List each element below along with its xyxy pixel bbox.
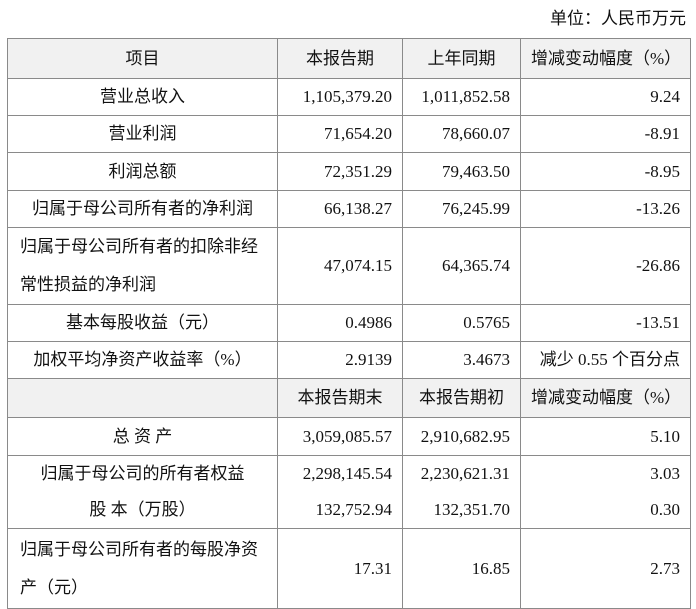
table-cell: 1,011,852.58	[402, 78, 521, 116]
table-row: 归属于母公司所有者的每股净资产（元） 17.31 16.85 2.73	[7, 528, 691, 609]
table-row: 利润总额 72,351.29 79,463.50 -8.95	[7, 152, 691, 191]
financial-table: 项目 本报告期 上年同期 增减变动幅度（%） 营业总收入 1,105,379.20 1,01…	[7, 38, 691, 609]
table-cell: -13.51	[520, 304, 691, 342]
table-cell: 132,351.70	[402, 492, 521, 529]
table-cell: 归属于母公司所有者的净利润	[7, 190, 278, 228]
table-cell: 本报告期初	[402, 378, 521, 418]
table-cell: -8.95	[520, 152, 691, 191]
table-cell: 归属于母公司所有者的每股净资产（元）	[7, 528, 278, 609]
table-cell: 0.5765	[402, 304, 521, 342]
table-cell: 上年同期	[402, 38, 521, 79]
table-row: 营业总收入 1,105,379.20 1,011,852.58 9.24	[7, 78, 691, 116]
table-cell: 2.73	[520, 528, 691, 609]
table-cell: 64,365.74	[402, 227, 521, 305]
table-cell: 2,230,621.31	[402, 455, 521, 492]
table-cell: 16.85	[402, 528, 521, 609]
table-cell: 0.30	[520, 492, 691, 529]
table-cell	[7, 378, 278, 418]
table-cell: 2,298,145.54	[277, 455, 403, 492]
table-row: 本报告期末 本报告期初 增减变动幅度（%）	[7, 378, 691, 418]
table-row: 归属于母公司所有者的净利润 66,138.27 76,245.99 -13.26	[7, 190, 691, 228]
table-cell: 项目	[7, 38, 278, 79]
table-cell: 71,654.20	[277, 115, 403, 153]
table-cell: 增减变动幅度（%）	[520, 378, 691, 418]
table-cell: 营业利润	[7, 115, 278, 153]
table-cell: 营业总收入	[7, 78, 278, 116]
table-cell: 归属于母公司所有者的扣除非经常性损益的净利润	[7, 227, 278, 305]
table-cell: 加权平均净资产收益率（%）	[7, 341, 278, 379]
table-cell: 79,463.50	[402, 152, 521, 191]
table-cell: 减少 0.55 个百分点	[520, 341, 691, 379]
table-row: 营业利润 71,654.20 78,660.07 -8.91	[7, 115, 691, 153]
table-cell: 72,351.29	[277, 152, 403, 191]
table-cell: 47,074.15	[277, 227, 403, 305]
unit-note: 单位：人民币万元	[550, 9, 686, 28]
table-cell: 132,752.94	[277, 492, 403, 529]
table-row: 项目 本报告期 上年同期 增减变动幅度（%）	[7, 38, 691, 79]
table-cell: 2,910,682.95	[402, 417, 521, 456]
table-cell: 归属于母公司的所有者权益	[7, 455, 278, 492]
table-cell: 股 本（万股）	[7, 492, 278, 529]
table-cell: 66,138.27	[277, 190, 403, 228]
table-row: 归属于母公司所有者的扣除非经常性损益的净利润 47,074.15 64,365.74…	[7, 227, 691, 305]
table-cell: 2.9139	[277, 341, 403, 379]
table-row: 股 本（万股） 132,752.94 132,351.70 0.30	[7, 492, 691, 529]
table-cell: 5.10	[520, 417, 691, 456]
table-cell: 1,105,379.20	[277, 78, 403, 116]
table-cell: 17.31	[277, 528, 403, 609]
table-cell: -8.91	[520, 115, 691, 153]
table-cell: 本报告期	[277, 38, 403, 79]
table-row: 总 资 产 3,059,085.57 2,910,682.95 5.10	[7, 417, 691, 456]
table-cell: 增减变动幅度（%）	[520, 38, 691, 79]
table-cell: 利润总额	[7, 152, 278, 191]
table-cell: 78,660.07	[402, 115, 521, 153]
table-row: 归属于母公司的所有者权益 2,298,145.54 2,230,621.31 3.03	[7, 455, 691, 492]
table-cell: 3,059,085.57	[277, 417, 403, 456]
table-cell: -13.26	[520, 190, 691, 228]
table-row: 基本每股收益（元） 0.4986 0.5765 -13.51	[7, 304, 691, 342]
table-cell: 本报告期末	[277, 378, 403, 418]
table-cell: 基本每股收益（元）	[7, 304, 278, 342]
table-cell: 9.24	[520, 78, 691, 116]
table-cell: -26.86	[520, 227, 691, 305]
table-row: 加权平均净资产收益率（%） 2.9139 3.4673 减少 0.55 个百分点	[7, 341, 691, 379]
table-cell: 3.03	[520, 455, 691, 492]
table-cell: 76,245.99	[402, 190, 521, 228]
table-cell: 0.4986	[277, 304, 403, 342]
table-cell: 3.4673	[402, 341, 521, 379]
table-cell: 总 资 产	[7, 417, 278, 456]
